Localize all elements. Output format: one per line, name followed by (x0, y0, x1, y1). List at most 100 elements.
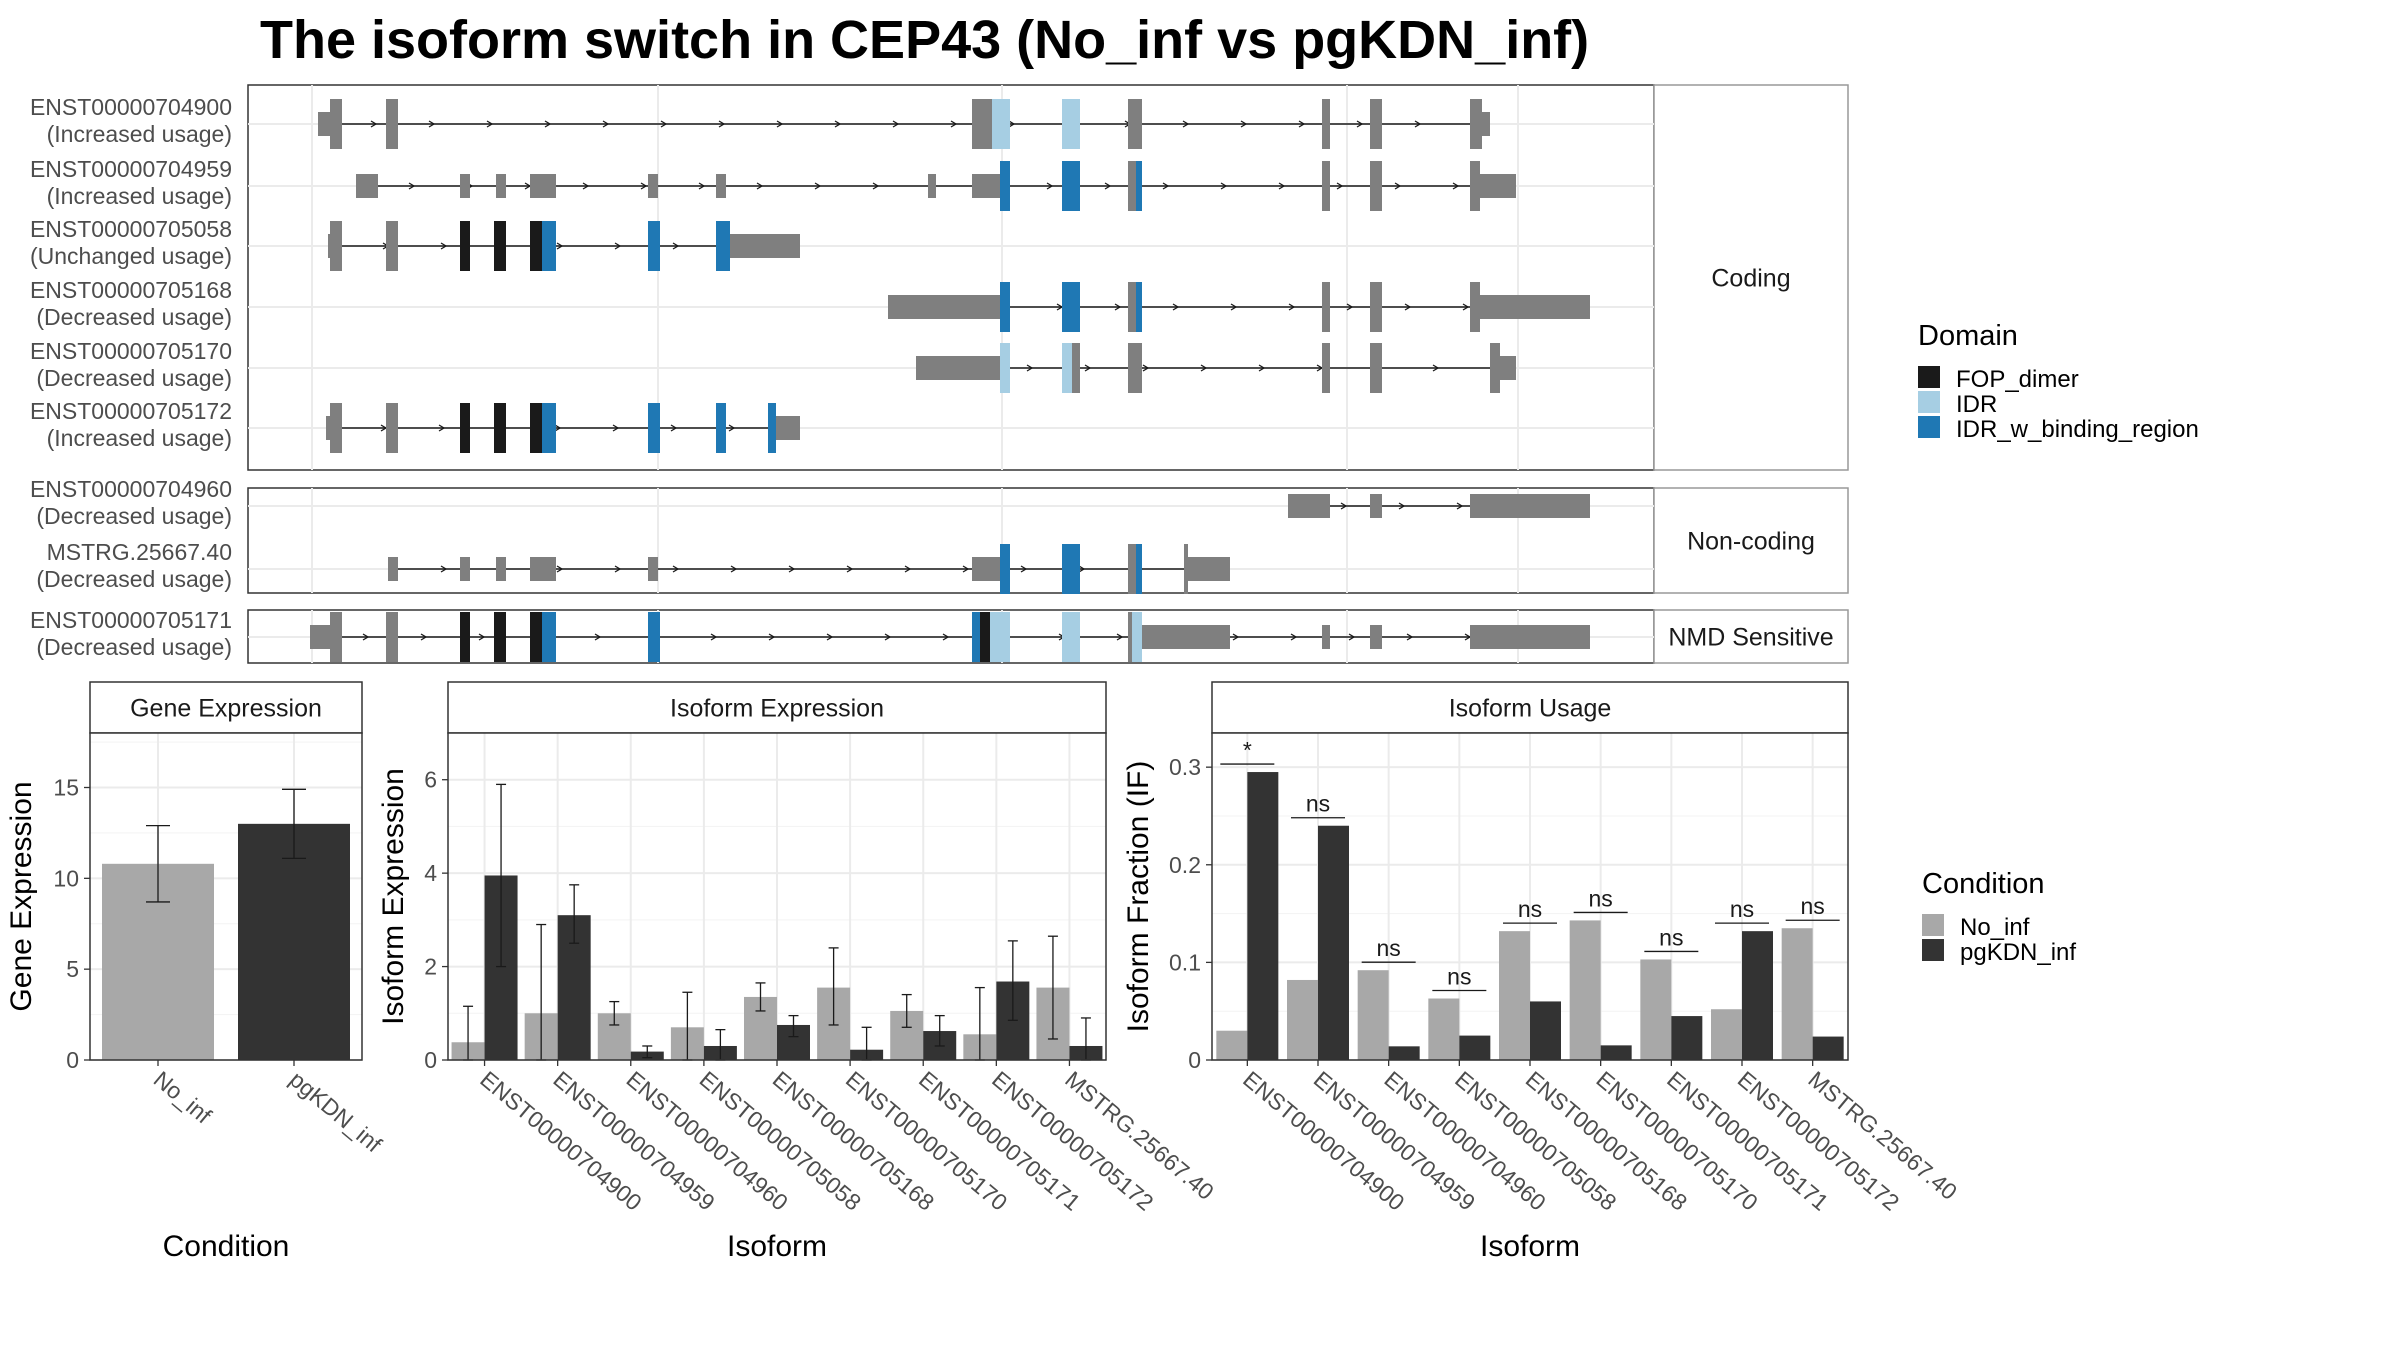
domain-legend-title: Domain (1918, 320, 2018, 352)
exon-segment (310, 625, 332, 649)
strand-arrow (1290, 633, 1298, 641)
exon-segment (1072, 343, 1080, 393)
strand-arrow (428, 120, 436, 128)
y-tick-label: 0.3 (1169, 754, 1201, 780)
bar (1388, 1046, 1420, 1060)
transcript-usage-label: (Decreased usage) (36, 503, 232, 529)
x-tick-label: No_inf (149, 1066, 217, 1129)
exon-segment (1128, 343, 1142, 393)
transcript-id-label: ENST00000704959 (30, 156, 232, 182)
exon-segment (972, 612, 980, 662)
bar (238, 823, 350, 1060)
exon-segment (542, 403, 556, 453)
legend-swatch-idr-w-binding-region (1918, 416, 1940, 438)
bar (1742, 931, 1773, 1060)
legend-label-idr-w-binding-region: IDR_w_binding_region (1956, 416, 2199, 443)
bar (1640, 959, 1672, 1060)
x-tick-label: pgKDN_inf (285, 1066, 387, 1158)
strand-arrow (942, 633, 950, 641)
strand-arrow (544, 120, 552, 128)
transcript-usage-label: (Decreased usage) (36, 365, 232, 391)
strand-arrow (768, 633, 776, 641)
exon-segment (716, 403, 726, 453)
exon-segment (1136, 544, 1142, 594)
exon-segment (386, 403, 398, 453)
exon-segment (1470, 494, 1590, 518)
strand-arrow (582, 182, 590, 190)
bar (1428, 998, 1460, 1060)
exon-segment (648, 221, 660, 271)
bar (1287, 979, 1318, 1060)
transcript-usage-label: (Increased usage) (47, 425, 232, 451)
y-tick-label: 2 (424, 954, 437, 980)
legend-swatch-fop-dimer (1918, 366, 1940, 388)
exon-segment (1480, 174, 1516, 198)
strand-arrow (718, 120, 726, 128)
legend-swatch-idr (1918, 391, 1940, 413)
strand-arrow (1026, 364, 1034, 372)
strand-arrow (440, 242, 448, 250)
exon-segment (330, 612, 342, 662)
transcript-id-label: MSTRG.25667.40 (47, 539, 232, 565)
strand-arrow (884, 633, 892, 641)
strand-arrow (950, 120, 958, 128)
exon-segment (1322, 625, 1330, 649)
strand-arrow (420, 633, 428, 641)
exon-segment (460, 612, 470, 662)
y-axis-title: Gene Expression (5, 781, 38, 1011)
transcript-id-label: ENST00000705168 (30, 277, 232, 303)
strand-arrow (1406, 633, 1414, 641)
strand-arrow (614, 565, 622, 573)
group-label: Coding (1711, 265, 1790, 293)
x-axis-title: Isoform (1480, 1230, 1580, 1263)
significance-label: * (1243, 737, 1252, 763)
exon-segment (1322, 161, 1330, 211)
significance-label: ns (1659, 924, 1683, 950)
exon-segment (530, 612, 542, 662)
group-strip (1653, 84, 1849, 471)
exon-segment (1132, 612, 1142, 662)
bar (1318, 825, 1349, 1060)
strand-arrow (1182, 120, 1190, 128)
strand-arrow (1462, 303, 1470, 311)
group-strip-labels: Coding Non-coding NMD Sensitive (1668, 265, 1833, 652)
bar (1711, 1009, 1742, 1060)
exon-segment (716, 174, 726, 198)
exon-segment (1480, 295, 1590, 319)
bar (1569, 920, 1601, 1060)
exon-segment (990, 612, 1010, 662)
exon-segment (1370, 161, 1382, 211)
exon-segment (1000, 282, 1010, 332)
strand-arrow (1346, 303, 1354, 311)
bar (1781, 928, 1813, 1060)
transcript-usage-label: (Decreased usage) (36, 634, 232, 660)
strand-arrow (1104, 182, 1112, 190)
strand-arrow (1008, 120, 1016, 128)
transcript-track (356, 161, 1516, 211)
exon-segment (542, 612, 556, 662)
exon-segment (1000, 161, 1010, 211)
strand-arrow (1142, 364, 1150, 372)
exon-segment (542, 221, 556, 271)
strand-arrow (1172, 303, 1180, 311)
exon-segment (992, 99, 1010, 149)
strand-arrow (1240, 120, 1248, 128)
transcript-track (318, 99, 1490, 149)
strand-arrow (814, 182, 822, 190)
transcript-track (326, 403, 800, 453)
significance-label: ns (1801, 893, 1825, 919)
chart-title: Gene Expression (130, 695, 322, 723)
exon-segment (1470, 282, 1480, 332)
group-strip (1653, 609, 1849, 664)
y-tick-label: 10 (53, 865, 79, 891)
legend-label-fop-dimer: FOP_dimer (1956, 366, 2079, 393)
strand-arrow (710, 633, 718, 641)
strand-arrow (1258, 364, 1266, 372)
group-label: Non-coding (1687, 528, 1815, 556)
legend-label-idr: IDR (1956, 391, 1997, 418)
structure-panel-box (247, 84, 1655, 471)
bar (1812, 1036, 1844, 1060)
exon-segment (730, 234, 800, 258)
exon-segment (1470, 99, 1482, 149)
chart-strip (447, 681, 1107, 734)
